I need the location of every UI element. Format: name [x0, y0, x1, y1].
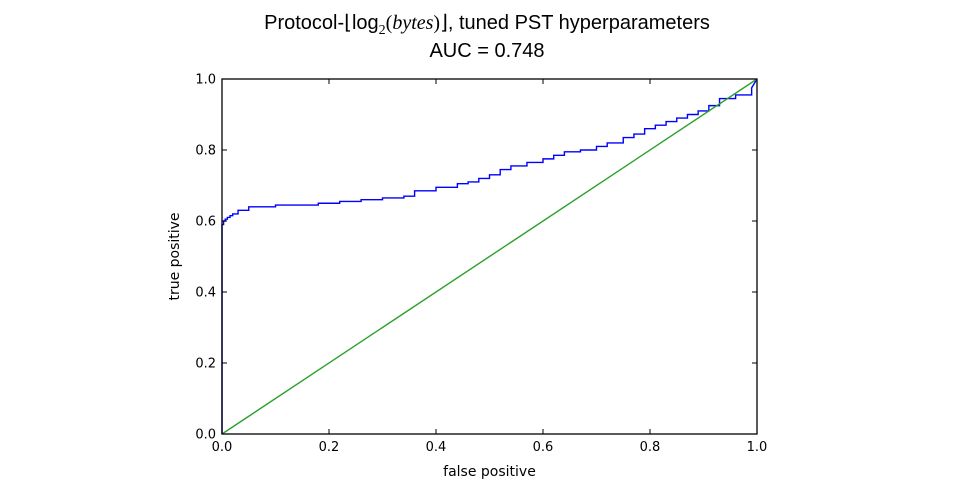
x-tick-label: 0.8 — [640, 440, 661, 455]
chart-title-prefix: Protocol-⌊log — [264, 12, 379, 34]
y-axis-label: true positive — [167, 212, 183, 300]
y-tick-label: 0.2 — [195, 357, 216, 372]
ticks-layer: 0.0 0.2 0.4 0.6 0.8 1.0 0.0 0.2 0.4 0.6 0.8 1.0 — [195, 73, 767, 456]
y-tick-label: 0.8 — [195, 144, 216, 159]
x-tick-label: 0.6 — [533, 440, 554, 455]
x-axis-label: false positive — [443, 464, 536, 480]
chart-title-close: )⌋ — [433, 12, 447, 34]
chart-title: Protocol-⌊log2(bytes)⌋, tuned PST hyperp… — [264, 12, 710, 38]
y-tick-label: 0.0 — [195, 428, 216, 443]
y-tick-label: 0.6 — [195, 215, 216, 230]
roc-curve-line — [221, 78, 758, 434]
chart-subtitle: AUC = 0.748 — [429, 40, 544, 62]
chart-title-open-paren: ( — [386, 12, 393, 34]
y-tick-label: 1.0 — [195, 73, 216, 88]
y-tick-label: 0.4 — [195, 286, 216, 301]
chart-title-suffix: , tuned PST hyperparameters — [448, 12, 710, 34]
plot-frame — [221, 78, 758, 435]
chart-title-italic: bytes — [392, 12, 433, 34]
chart-title-subscript: 2 — [379, 23, 386, 38]
x-tick-label: 0.0 — [212, 440, 233, 455]
x-tick-label: 0.4 — [426, 440, 447, 455]
x-tick-label: 1.0 — [747, 440, 768, 455]
series-layer — [221, 78, 758, 435]
diagonal-reference-line — [221, 78, 758, 435]
x-tick-label: 0.2 — [319, 440, 340, 455]
